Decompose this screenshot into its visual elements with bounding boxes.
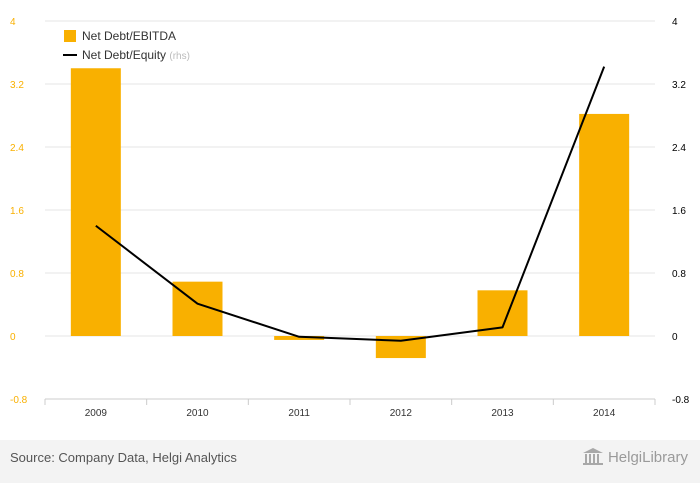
legend-label-net-debt-equity: Net Debt/Equity (rhs): [82, 48, 190, 62]
y-right-tick-label: 4: [672, 17, 678, 28]
helgi-library-logo[interactable]: HelgiLibrary: [582, 448, 688, 466]
x-tick-label: 2009: [85, 408, 108, 419]
y-left-tick-label: 0.8: [10, 269, 24, 280]
x-tick-label: 2012: [390, 408, 413, 419]
series-line-net-debt-equity: [95, 66, 606, 342]
chart-svg: 4 3.2 2.4 1.6 0.8 0 -0.8 4 3.2 2.4 1.6 0.8 0 -0.8 2009…: [10, 17, 690, 419]
y-left-tick-label: -0.8: [10, 395, 28, 406]
bar-2013: [477, 290, 528, 336]
y-left-tick-label: 3.2: [10, 80, 24, 91]
x-tick-label: 2010: [186, 408, 209, 419]
y-right-tick-label: -0.8: [672, 395, 690, 406]
y-right-tick-label: 3.2: [672, 80, 686, 91]
y-right-tick-label: 1.6: [672, 206, 686, 217]
bar-2012: [375, 336, 426, 359]
y-left-tick-label: 2.4: [10, 143, 24, 154]
logo-text: HelgiLibrary: [607, 448, 688, 466]
y-right-tick-label: 0: [672, 332, 678, 343]
library-building-icon: [582, 448, 603, 465]
bar-2011: [274, 336, 325, 340]
legend-swatch-net-debt-ebitda: [64, 30, 76, 42]
y-left-tick-label: 1.6: [10, 206, 24, 217]
y-left-tick-label: 4: [10, 17, 16, 28]
source-note: Source: Company Data, Helgi Analytics: [10, 450, 237, 465]
x-tick-label: 2013: [491, 408, 514, 419]
y-right-tick-label: 2.4: [672, 143, 686, 154]
bar-2009: [70, 68, 121, 336]
y-right-tick-label: 0.8: [672, 269, 686, 280]
y-left-tick-label: 0: [10, 332, 16, 343]
x-tick-label: 2014: [593, 408, 616, 419]
footer-bar: [0, 440, 700, 483]
x-tick-label: 2011: [288, 408, 310, 419]
bar-2014: [579, 113, 630, 336]
legend-label-net-debt-ebitda: Net Debt/EBITDA: [82, 29, 176, 43]
